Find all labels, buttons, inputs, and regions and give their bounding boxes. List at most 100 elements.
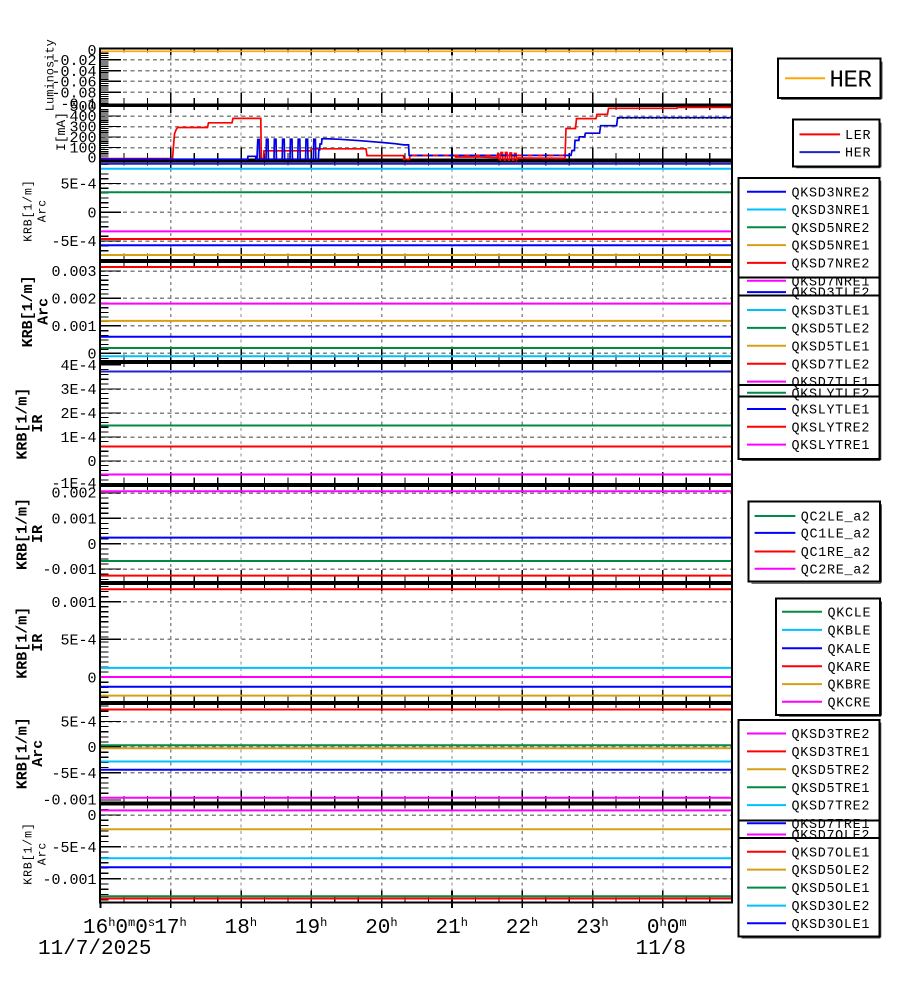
svg-text:1E-4: 1E-4 xyxy=(60,430,96,447)
svg-text:QC1LE_a2: QC1LE_a2 xyxy=(801,528,871,543)
svg-text:0.002: 0.002 xyxy=(51,292,96,309)
svg-text:QKSD5OLE1: QKSD5OLE1 xyxy=(792,882,871,897)
svg-text:KRB[1/m]: KRB[1/m] xyxy=(23,179,36,241)
svg-text:QKSD5TLE1: QKSD5TLE1 xyxy=(792,340,871,355)
svg-text:KRB[1/m]: KRB[1/m] xyxy=(14,717,31,789)
svg-text:2E-4: 2E-4 xyxy=(60,406,96,423)
svg-text:QKALE: QKALE xyxy=(828,643,872,658)
svg-text:QKSD3OLE1: QKSD3OLE1 xyxy=(792,918,871,933)
svg-text:QKSLYTLE1: QKSLYTLE1 xyxy=(792,404,871,419)
svg-text:21h: 21h xyxy=(436,916,468,940)
svg-text:HER: HER xyxy=(845,147,871,162)
svg-text:-1E-4: -1E-4 xyxy=(51,476,96,493)
svg-text:QKSD7TLE1: QKSD7TLE1 xyxy=(792,376,871,391)
svg-text:IR: IR xyxy=(30,525,47,543)
svg-text:QKSD7TRE2: QKSD7TRE2 xyxy=(792,800,871,815)
svg-text:18h: 18h xyxy=(225,916,257,940)
svg-text:QKSD3NRE2: QKSD3NRE2 xyxy=(792,186,871,201)
svg-text:QC1RE_a2: QC1RE_a2 xyxy=(801,546,871,561)
svg-text:QKSD5OLE2: QKSD5OLE2 xyxy=(792,864,871,879)
svg-text:0.001: 0.001 xyxy=(51,595,96,612)
svg-text:0: 0 xyxy=(87,670,96,687)
svg-text:QKSD3NRE1: QKSD3NRE1 xyxy=(792,204,871,219)
svg-text:KRB[1/m]: KRB[1/m] xyxy=(20,275,37,347)
svg-text:QKSD7TRE1: QKSD7TRE1 xyxy=(792,818,871,833)
svg-text:-5E-4: -5E-4 xyxy=(51,840,96,857)
svg-text:-5E-4: -5E-4 xyxy=(51,766,96,783)
svg-text:QKSD7NRE1: QKSD7NRE1 xyxy=(792,275,871,290)
svg-text:0: 0 xyxy=(87,537,96,554)
svg-text:QKSD7TLE2: QKSD7TLE2 xyxy=(792,358,871,373)
svg-text:-0.02: -0.02 xyxy=(51,53,96,70)
svg-text:-0.04: -0.04 xyxy=(51,64,96,81)
svg-text:0: 0 xyxy=(87,808,96,825)
svg-text:0.001: 0.001 xyxy=(51,319,96,336)
svg-text:Arc: Arc xyxy=(30,740,47,767)
svg-text:0: 0 xyxy=(87,740,96,757)
svg-text:400: 400 xyxy=(69,109,96,126)
svg-text:-0.001: -0.001 xyxy=(42,562,96,579)
svg-text:QKSD7NRE2: QKSD7NRE2 xyxy=(792,258,871,273)
svg-text:QKSD3OLE2: QKSD3OLE2 xyxy=(792,900,871,915)
svg-text:LER: LER xyxy=(845,129,871,144)
svg-text:0: 0 xyxy=(87,454,96,471)
svg-text:23h: 23h xyxy=(576,916,608,940)
svg-text:Arc: Arc xyxy=(37,199,50,222)
svg-text:KRB[1/m]: KRB[1/m] xyxy=(14,607,31,679)
svg-text:QKSD5NRE2: QKSD5NRE2 xyxy=(792,222,871,237)
svg-text:-0.06: -0.06 xyxy=(51,75,96,92)
svg-text:17h: 17h xyxy=(154,916,186,940)
svg-text:4E-4: 4E-4 xyxy=(60,358,96,375)
svg-text:300: 300 xyxy=(69,120,96,137)
svg-text:QKSD7OLE1: QKSD7OLE1 xyxy=(792,846,871,861)
svg-text:-5E-4: -5E-4 xyxy=(51,234,96,251)
svg-text:KRB[1/m]: KRB[1/m] xyxy=(14,388,31,460)
svg-text:500: 500 xyxy=(69,99,96,116)
svg-text:5E-4: 5E-4 xyxy=(60,177,96,194)
svg-text:QKBRE: QKBRE xyxy=(828,679,872,694)
svg-text:QC2RE_a2: QC2RE_a2 xyxy=(801,563,871,578)
svg-text:100: 100 xyxy=(69,141,96,158)
svg-text:3E-4: 3E-4 xyxy=(60,382,96,399)
svg-text:11/8: 11/8 xyxy=(636,938,686,961)
svg-text:QKSD3TRE2: QKSD3TRE2 xyxy=(792,728,871,743)
svg-text:5E-4: 5E-4 xyxy=(60,715,96,732)
svg-text:0h0m: 0h0m xyxy=(647,916,687,940)
svg-text:QKSD5TRE2: QKSD5TRE2 xyxy=(792,764,871,779)
svg-text:-0.001: -0.001 xyxy=(42,872,96,889)
svg-text:QKSLYTRE1: QKSLYTRE1 xyxy=(792,439,871,454)
svg-text:5E-4: 5E-4 xyxy=(60,633,96,650)
svg-text:19h: 19h xyxy=(295,916,327,940)
svg-text:QKARE: QKARE xyxy=(828,661,872,676)
svg-text:IR: IR xyxy=(30,634,47,652)
svg-text:QKSD5NRE1: QKSD5NRE1 xyxy=(792,240,871,255)
svg-text:-0.001: -0.001 xyxy=(42,792,96,809)
svg-text:QKCLE: QKCLE xyxy=(828,606,872,621)
svg-text:0.002: 0.002 xyxy=(51,485,96,502)
svg-text:I[mA]: I[mA] xyxy=(54,112,69,151)
svg-text:KRB[1/m]: KRB[1/m] xyxy=(23,822,36,884)
svg-text:0: 0 xyxy=(87,43,96,60)
svg-text:QC2LE_a2: QC2LE_a2 xyxy=(801,511,871,526)
svg-text:IR: IR xyxy=(30,415,47,433)
svg-text:Arc: Arc xyxy=(37,842,50,865)
svg-text:QKSD7OLE2: QKSD7OLE2 xyxy=(792,829,871,844)
svg-text:-0.08: -0.08 xyxy=(51,86,96,103)
svg-text:HER: HER xyxy=(830,68,872,95)
svg-text:KRB[1/m]: KRB[1/m] xyxy=(14,498,31,570)
svg-text:QKCRE: QKCRE xyxy=(828,696,872,711)
svg-text:0: 0 xyxy=(87,346,96,363)
svg-text:22h: 22h xyxy=(506,916,538,940)
svg-text:QKBLE: QKBLE xyxy=(828,625,872,640)
svg-text:0: 0 xyxy=(87,206,96,223)
svg-text:Arc: Arc xyxy=(35,298,52,325)
svg-text:QKSD5TLE2: QKSD5TLE2 xyxy=(792,323,871,338)
svg-text:Luminosity: Luminosity xyxy=(44,39,58,111)
svg-text:0: 0 xyxy=(87,151,96,168)
svg-text:16h0m0s: 16h0m0s xyxy=(83,916,155,940)
svg-text:QKSLYTLE2: QKSLYTLE2 xyxy=(792,387,871,402)
svg-text:QKSD3TLE2: QKSD3TLE2 xyxy=(792,287,871,302)
svg-text:200: 200 xyxy=(69,130,96,147)
svg-text:QKSD3TLE1: QKSD3TLE1 xyxy=(792,305,871,320)
svg-text:0.001: 0.001 xyxy=(51,511,96,528)
